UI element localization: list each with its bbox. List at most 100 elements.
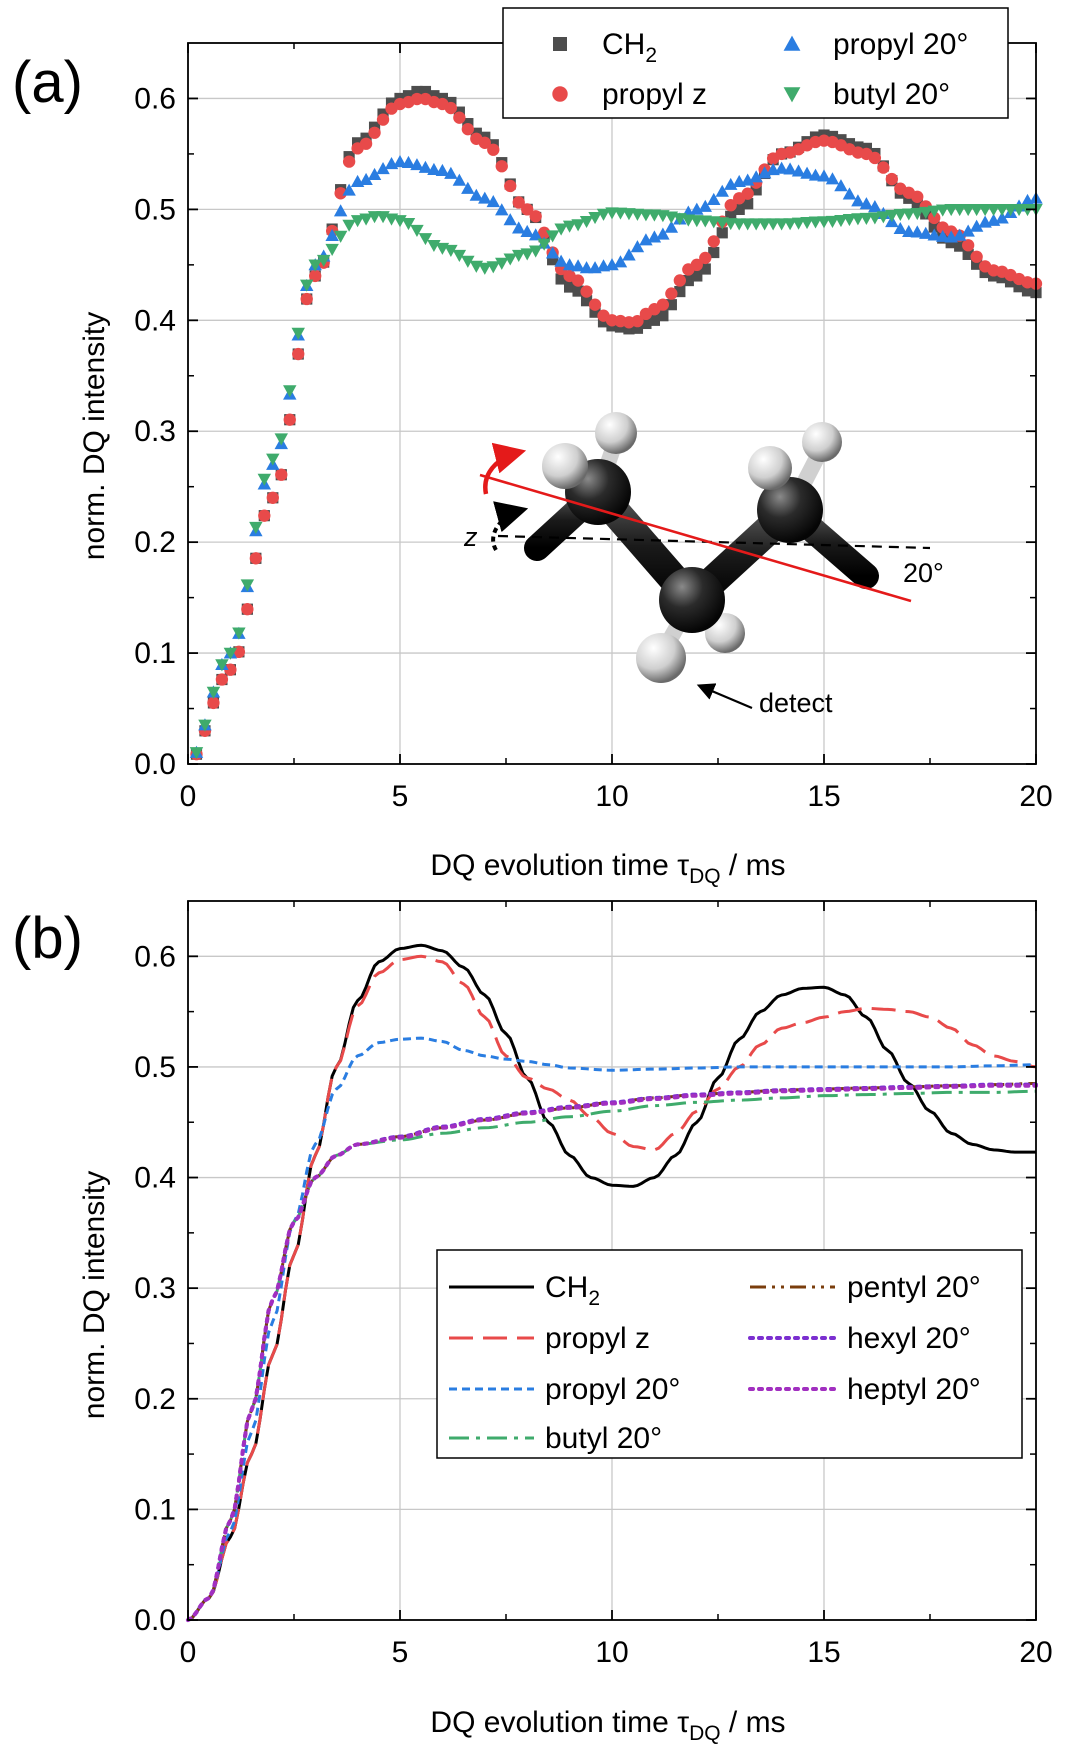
a-point-propyl-20	[902, 224, 916, 237]
a-point-ch2	[674, 285, 686, 298]
a-point-butyl-20	[206, 686, 221, 699]
b-y-tick-label: 0.4	[134, 1162, 176, 1195]
z-axis-label: z	[463, 522, 478, 552]
a-point-butyl-20	[986, 204, 1001, 217]
a-point-propyl-z	[970, 250, 983, 263]
a-point-butyl-20	[910, 207, 924, 221]
a-point-butyl-20	[316, 254, 331, 267]
a-point-butyl-20	[834, 215, 848, 228]
b-y-axis-title: norm. DQ intensity	[78, 1171, 111, 1419]
a-point-propyl-z	[215, 673, 229, 686]
a-point-butyl-20	[223, 647, 238, 660]
b-legend: CH2 propyl z propyl 20° butyl 20° pentyl…	[436, 1249, 1023, 1459]
a-point-ch2	[640, 317, 652, 330]
a-point-ch2	[547, 254, 559, 266]
panel-a-label: (a)	[12, 50, 83, 115]
a-point-propyl-z	[487, 143, 500, 156]
a-point-ch2	[682, 274, 694, 287]
a-series-propyl-z	[190, 92, 1043, 761]
a-point-propyl-z	[241, 603, 254, 616]
a-point-propyl-20	[851, 194, 865, 207]
a-point-propyl-20	[749, 170, 763, 183]
a-point-butyl-20	[851, 213, 865, 226]
a-point-propyl-z	[877, 161, 890, 174]
a-point-propyl-z	[207, 696, 220, 710]
a-point-propyl-20	[740, 173, 755, 186]
a-point-propyl-20	[800, 166, 814, 179]
a-point-propyl-20	[478, 191, 492, 204]
a-point-butyl-20	[325, 243, 339, 256]
a-y-tick-label: 0.6	[134, 82, 176, 115]
a-y-tick-label: 0.1	[134, 637, 176, 670]
a-point-ch2	[954, 240, 966, 252]
a-point-butyl-20	[961, 204, 975, 217]
a-point-propyl-z	[478, 136, 491, 149]
a-point-ch2	[962, 248, 974, 260]
a-point-propyl-z	[741, 187, 754, 200]
a-point-propyl-z	[461, 123, 474, 136]
propyl-molecule-illustration	[479, 412, 931, 710]
a-point-propyl-20	[528, 228, 543, 241]
a-point-butyl-20	[554, 223, 568, 236]
a-point-butyl-20	[902, 208, 916, 221]
a-point-propyl-z	[538, 226, 551, 239]
a-point-propyl-z	[656, 298, 670, 311]
a-point-propyl-20	[486, 195, 500, 208]
a-point-ch2	[725, 210, 737, 222]
a-point-butyl-20	[545, 230, 560, 243]
a-point-propyl-z	[928, 211, 941, 225]
a-point-propyl-20	[969, 219, 984, 232]
a-point-butyl-20	[1012, 204, 1026, 217]
a-point-ch2	[716, 227, 728, 239]
a-point-butyl-20	[808, 216, 823, 229]
a-point-ch2	[623, 323, 635, 335]
b-legend-pentyl-20: pentyl 20°	[847, 1271, 981, 1304]
b-series-layer	[186, 943, 1038, 1622]
a-point-butyl-20	[859, 212, 874, 225]
a-point-ch2	[564, 281, 576, 293]
a-point-butyl-20	[825, 215, 840, 228]
a-point-propyl-z	[292, 347, 305, 361]
a-point-propyl-20	[868, 200, 882, 213]
a-x-tick-label: 0	[180, 780, 197, 813]
a-point-propyl-20	[325, 228, 339, 241]
a-point-butyl-20	[791, 217, 806, 230]
a-point-butyl-20	[401, 217, 416, 231]
a-y-tick-label: 0.3	[134, 415, 176, 448]
a-point-butyl-20	[562, 220, 577, 233]
a-point-ch2	[945, 237, 957, 249]
a-point-propyl-z	[868, 151, 882, 165]
a-point-butyl-20	[766, 218, 780, 231]
a-point-butyl-20	[876, 211, 891, 224]
a-point-butyl-20	[342, 219, 356, 232]
a-point-ch2	[572, 285, 584, 297]
a-point-propyl-20	[825, 172, 840, 185]
a-point-butyl-20	[740, 218, 755, 231]
a-point-propyl-20	[495, 203, 509, 216]
a-point-butyl-20	[198, 719, 212, 732]
b-x-axis-title: DQ evolution time τDQ / ms	[430, 1706, 785, 1745]
b-y-tick-label: 0.5	[134, 1051, 176, 1084]
a-point-propyl-20	[545, 246, 560, 259]
a-point-propyl-20	[664, 220, 679, 233]
a-legend-propyl-z: propyl z	[602, 78, 707, 111]
tilt-angle-label: 20°	[903, 558, 944, 588]
a-point-butyl-20	[944, 204, 958, 217]
a-x-axis-title: DQ evolution time τDQ / ms	[430, 849, 785, 888]
a-legend-propyl-20: propyl 20°	[833, 28, 968, 61]
a-point-butyl-20	[418, 233, 433, 246]
a-point-ch2	[971, 258, 983, 270]
a-point-propyl-20	[435, 163, 450, 176]
a-point-butyl-20	[495, 257, 509, 270]
a-point-butyl-20	[461, 255, 475, 268]
detect-label: detect	[759, 688, 833, 718]
a-point-ch2	[750, 184, 762, 196]
a-point-butyl-20	[215, 659, 229, 672]
a-legend-marker-butyl-20	[783, 87, 801, 103]
b-line-propyl-20	[187, 1036, 1037, 1622]
a-point-butyl-20	[885, 210, 899, 223]
a-point-butyl-20	[732, 218, 746, 231]
a-point-propyl-z	[266, 491, 279, 504]
a-point-propyl-20	[613, 255, 628, 268]
